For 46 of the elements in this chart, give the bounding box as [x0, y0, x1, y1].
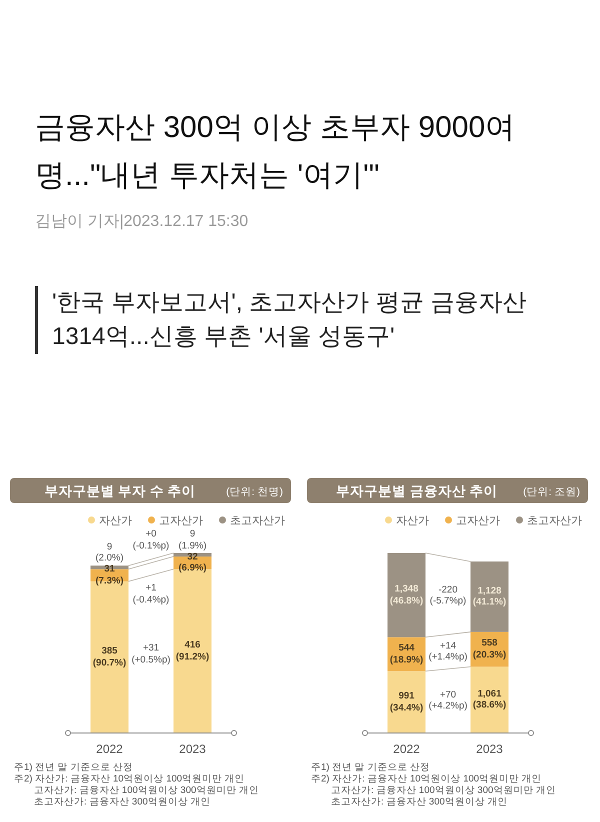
data-label: 558 (20.3%)	[472, 638, 506, 661]
text: 주2) 자산가: 금융자산 10억원이상 100억원미만 개인	[311, 774, 542, 784]
text: 고자산가: 금융자산 100억원이상 300억원미만 개인	[331, 785, 556, 796]
text: 초고자산가: 금융자산 300억원이상 개인	[34, 796, 210, 808]
annotation: -220 (-5.7%p)	[430, 584, 466, 608]
text: 주1) 전년 말 기준으로 산정	[14, 762, 134, 773]
data-label: 9 (2.0%)	[96, 541, 124, 564]
text: 주2) 자산가: 금융자산 10억원이상 100억원미만 개인	[14, 774, 245, 784]
data-label: 544 (18.9%)	[390, 642, 424, 666]
annotation: +14 (+1.4%p)	[428, 640, 468, 664]
annotation: +70 (+4.2%p)	[428, 689, 468, 712]
data-label: 31 (7.3%)	[96, 564, 124, 587]
legend-label: 고자산가	[159, 515, 203, 527]
x-tick-label: 2022	[393, 742, 420, 756]
legend-label: 초고자산가	[230, 515, 285, 527]
data-label: 32 (6.9%)	[178, 551, 206, 574]
data-label: 9 (1.9%)	[178, 528, 206, 552]
text: 초고자산가: 금융자산 300억원이상 개인	[331, 796, 508, 808]
text: 금융자산 300억 이상 초부자 9000여 명..."내년 투자처는 '여기'"	[35, 110, 516, 194]
data-label: 416 (91.2%)	[176, 640, 210, 663]
legend-label: 고자산가	[456, 515, 500, 527]
bar	[470, 561, 508, 632]
legend-label: 자산가	[99, 515, 132, 527]
text: 김남이 기자|2023.12.17 15:30	[35, 212, 248, 232]
data-label: 385 (90.7%)	[92, 646, 126, 669]
x-tick-label: 2023	[179, 742, 206, 756]
data-label: 1,128 (41.1%)	[472, 585, 506, 608]
bar	[388, 671, 426, 733]
annotation: +1 (-0.4%p)	[132, 582, 170, 606]
annotation: +31 (+0.5%p)	[132, 642, 170, 666]
legend-label: 초고자산가	[527, 515, 582, 527]
chart-title: 부자구분별 부자 수 추이	[44, 484, 196, 498]
data-label: 991 (34.4%)	[390, 690, 424, 714]
chart-subtitle: (단위: 천명)	[226, 486, 283, 498]
bar	[388, 553, 426, 638]
data-label: 1,348 (46.8%)	[390, 584, 424, 607]
text: 주1) 전년 말 기준으로 산정	[311, 762, 430, 773]
chart-subtitle: (단위: 조원)	[523, 486, 580, 498]
legend-label: 자산가	[396, 515, 429, 527]
text: '한국 부자보고서', 초고자산가 평균 금융자산 1314억...신흥 부촌 '서울 성동구'	[35, 286, 572, 354]
x-tick-label: 2022	[96, 742, 124, 756]
text: 고자산가: 금융자산 100억원이상 300억원미만 개인	[34, 785, 259, 796]
text: +0 (-0.1%p)	[132, 528, 170, 552]
x-tick-label: 2023	[476, 742, 504, 756]
chart-title: 부자구분별 금융자산 추이	[336, 484, 498, 498]
data-label: 1,061 (38.6%)	[472, 688, 506, 712]
